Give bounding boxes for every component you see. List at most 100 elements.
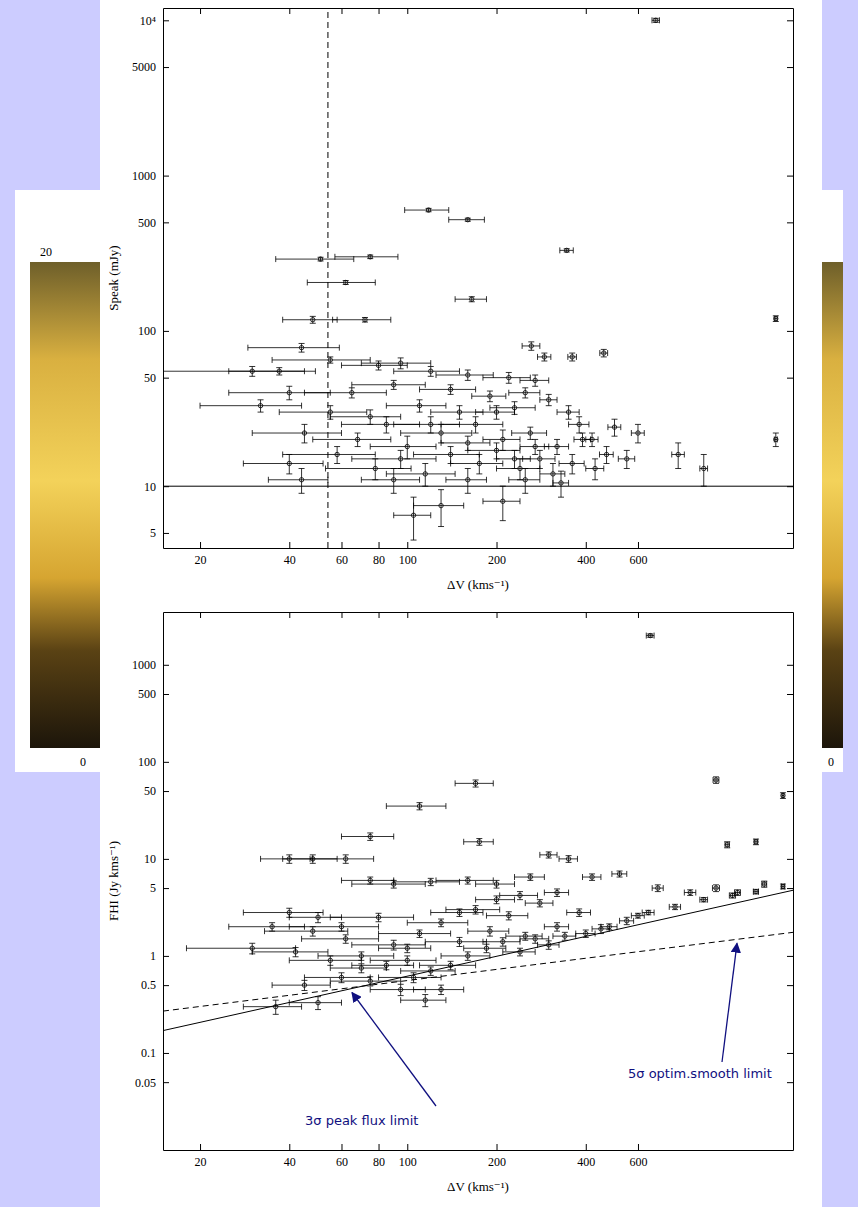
y-error-cap	[558, 497, 564, 498]
data-point-group	[431, 909, 483, 917]
y-error-cap	[546, 858, 552, 859]
y-error-cap	[606, 929, 612, 930]
x-error-cap	[393, 421, 394, 427]
tick: 200	[488, 542, 506, 567]
x-error-cap	[419, 477, 420, 483]
y-error-cap	[527, 880, 533, 881]
y-error-bar	[557, 439, 558, 454]
x-error-cap	[646, 633, 647, 639]
y-error-cap	[286, 386, 292, 387]
data-point	[593, 466, 597, 470]
data-point-group	[341, 877, 393, 884]
tick-label: 5000	[132, 60, 156, 74]
data-point	[494, 448, 498, 452]
x-error-cap	[243, 1004, 244, 1010]
data-point	[702, 897, 706, 901]
x-error-cap	[366, 409, 367, 415]
data-point	[570, 461, 574, 465]
data-point	[781, 884, 785, 888]
y-error-bar	[330, 956, 331, 965]
data-point-group	[318, 952, 394, 960]
y-error-cap	[286, 908, 292, 909]
y-error-bar	[407, 956, 408, 965]
x-error-cap	[496, 456, 497, 462]
data-point-group	[729, 892, 735, 898]
y-error-cap	[456, 908, 462, 909]
x-error-cap	[312, 436, 313, 442]
tick	[787, 67, 793, 68]
y-error-cap	[343, 863, 349, 864]
data-point-group	[361, 358, 430, 369]
y-error-bar	[386, 417, 387, 433]
x-error-bar	[451, 463, 503, 464]
x-error-bar	[567, 912, 591, 913]
y-error-cap	[554, 888, 560, 889]
tick: 50	[144, 371, 169, 385]
x-error-cap	[332, 317, 333, 323]
y-error-bar	[600, 925, 601, 934]
data-point-group	[163, 366, 304, 376]
x-error-bar	[476, 884, 515, 885]
y-error-bar	[450, 385, 451, 395]
data-point	[426, 208, 430, 212]
tick	[787, 888, 793, 889]
y-error-cap	[566, 862, 572, 863]
data-point	[507, 913, 511, 917]
tick-mark	[787, 378, 793, 379]
y-error-cap	[367, 409, 373, 410]
data-point	[501, 499, 505, 503]
y-error-cap	[249, 366, 255, 367]
tick-mark	[163, 533, 169, 534]
limit-line	[163, 890, 793, 1030]
x-error-bar	[352, 458, 436, 459]
data-point-group	[304, 388, 386, 398]
tick-mark	[163, 378, 169, 379]
y-error-cap	[655, 891, 661, 892]
x-error-cap	[463, 987, 464, 993]
y-error-bar	[606, 447, 607, 464]
data-point	[566, 410, 570, 414]
y-error-cap	[583, 937, 589, 938]
data-point-group	[265, 927, 348, 936]
x-error-cap	[695, 890, 696, 896]
x-error-cap	[275, 256, 276, 262]
x-error-cap	[557, 409, 558, 415]
y-error-cap	[522, 397, 528, 398]
tick: 1000	[132, 169, 169, 183]
y-error-cap	[327, 356, 333, 357]
data-point-group	[326, 459, 412, 480]
tick-label: 50	[144, 371, 156, 385]
x-error-bar	[394, 515, 431, 516]
tick-mark	[163, 665, 169, 666]
y-error-cap	[398, 995, 404, 996]
x-error-bar	[455, 783, 493, 784]
y-error-cap	[589, 880, 595, 881]
data-point	[542, 355, 546, 359]
data-point-group	[540, 852, 557, 858]
y-error-cap	[376, 913, 382, 914]
data-point-group	[333, 317, 391, 323]
plot-area	[163, 633, 793, 1031]
x-axis-top	[164, 8, 794, 14]
x-error-cap	[378, 936, 379, 942]
x-error-cap	[539, 397, 540, 403]
y-error-bar	[614, 419, 615, 436]
x-error-cap	[475, 962, 476, 968]
x-error-cap	[455, 471, 456, 477]
y-error-bar	[318, 913, 319, 923]
reference-line	[327, 8, 328, 548]
data-point	[528, 431, 532, 435]
tick-label: 200	[488, 553, 506, 567]
x-error-cap	[537, 354, 538, 360]
x-error-cap	[631, 913, 632, 919]
data-point	[676, 452, 680, 456]
y-error-bar	[539, 450, 540, 468]
tick-mark	[163, 694, 169, 695]
y-error-cap	[532, 454, 538, 455]
tick-mark	[497, 8, 498, 14]
data-point	[547, 398, 551, 402]
y-error-bar	[496, 406, 497, 420]
x-error-cap	[425, 939, 426, 945]
x-error-cap	[370, 357, 371, 363]
tick	[787, 791, 793, 792]
